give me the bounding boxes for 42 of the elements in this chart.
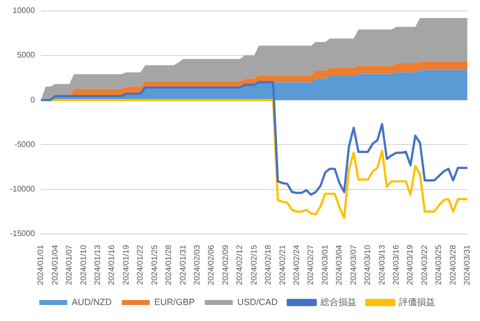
x-tick-label: 2024/01/28	[164, 244, 174, 286]
y-tick-label: 0	[30, 95, 36, 104]
x-tick-label: 2024/02/15	[249, 244, 258, 286]
y-tick-label: 5000	[17, 50, 36, 60]
x-tick-label: 2024/01/01	[36, 244, 46, 286]
x-tick-label: 2024/01/16	[107, 244, 116, 286]
legend-label: 総合損益	[319, 296, 356, 307]
x-tick-label: 2024/02/12	[235, 244, 244, 286]
x-tick-label: 2024/02/18	[264, 244, 273, 286]
x-tick-label: 2024/03/16	[392, 244, 401, 286]
x-tick-label: 2024/03/01	[320, 244, 330, 286]
y-tick-label: -5000	[14, 140, 36, 149]
x-tick-label: 2024/01/25	[150, 244, 159, 286]
x-tick-label: 2024/03/07	[348, 244, 358, 286]
x-tick-label: 2024/03/10	[363, 244, 372, 286]
x-tick-label: 2024/01/19	[121, 244, 130, 286]
x-tick-label: 2024/02/24	[292, 244, 302, 286]
x-tick-label: 2024/01/31	[178, 244, 188, 286]
y-tick-label: -10000	[10, 184, 36, 194]
x-tick-label: 2024/02/27	[306, 244, 316, 286]
legend-label: USD/CAD	[237, 296, 278, 307]
x-tick-label: 2024/03/28	[448, 244, 458, 286]
legend-label: EUR/GBP	[154, 296, 195, 307]
x-tick-label: 2024/01/10	[78, 244, 88, 286]
x-tick-label: 2024/01/13	[92, 244, 102, 286]
x-tick-label: 2024/03/31	[462, 244, 472, 286]
x-tick-label: 2024/01/22	[136, 244, 145, 286]
x-tick-label: 2024/01/07	[64, 244, 74, 286]
x-tick-label: 2024/02/06	[206, 244, 216, 286]
x-tick-label: 2024/02/03	[192, 244, 202, 286]
legend-label: 評価損益	[398, 296, 435, 307]
x-tick-label: 2024/03/04	[334, 244, 344, 286]
x-tick-label: 2024/02/09	[220, 244, 230, 286]
x-tick-label: 2024/02/21	[278, 244, 287, 286]
x-tick-label: 2024/03/25	[434, 244, 444, 286]
x-tick-label: 2024/03/13	[377, 244, 386, 286]
x-tick-label: 2024/03/19	[406, 244, 415, 286]
y-tick-label: 10000	[12, 6, 36, 16]
x-tick-label: 2024/03/22	[420, 244, 429, 286]
x-tick-label: 2024/01/04	[50, 244, 60, 286]
y-tick-label: -15000	[10, 229, 36, 238]
legend-label: AUD/NZD	[72, 296, 112, 307]
